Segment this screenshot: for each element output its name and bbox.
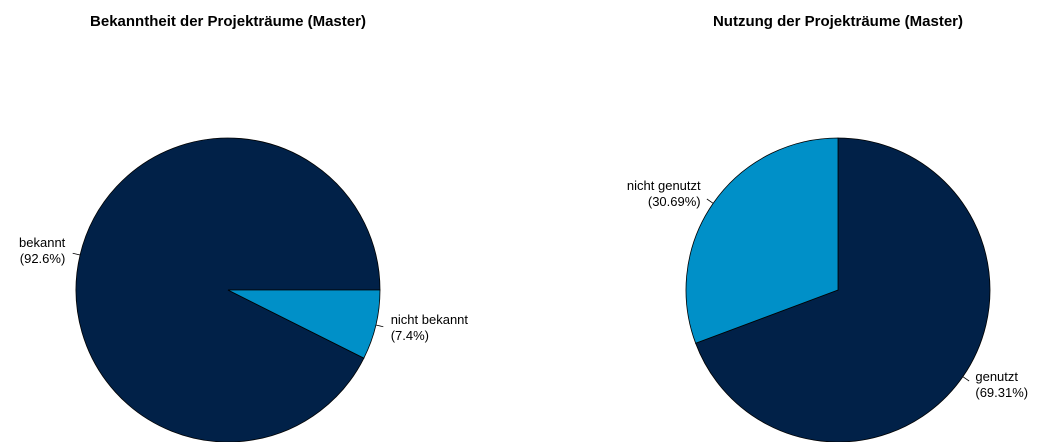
- slice-value-label: (69.31%): [975, 385, 1028, 400]
- slice-value-label: (92.6%): [20, 251, 66, 266]
- chart-title: Bekanntheit der Projekträume (Master): [90, 13, 366, 30]
- slice-value-label: (30.69%): [648, 194, 701, 209]
- pie-slice: [685, 137, 839, 344]
- leader-line: [706, 198, 714, 204]
- leader-line: [375, 324, 384, 328]
- slice-value-label: (7.4%): [391, 328, 429, 343]
- pie-slice: [695, 137, 991, 442]
- leader-line: [962, 376, 970, 382]
- pie-slice: [227, 289, 381, 359]
- slice-label: genutzt: [975, 369, 1018, 384]
- leader-line: [72, 252, 81, 256]
- slice-label: nicht genutzt: [627, 178, 701, 193]
- slice-label: bekannt: [19, 235, 66, 250]
- slice-label: nicht bekannt: [391, 312, 469, 327]
- chart-title: Nutzung der Projekträume (Master): [713, 13, 963, 30]
